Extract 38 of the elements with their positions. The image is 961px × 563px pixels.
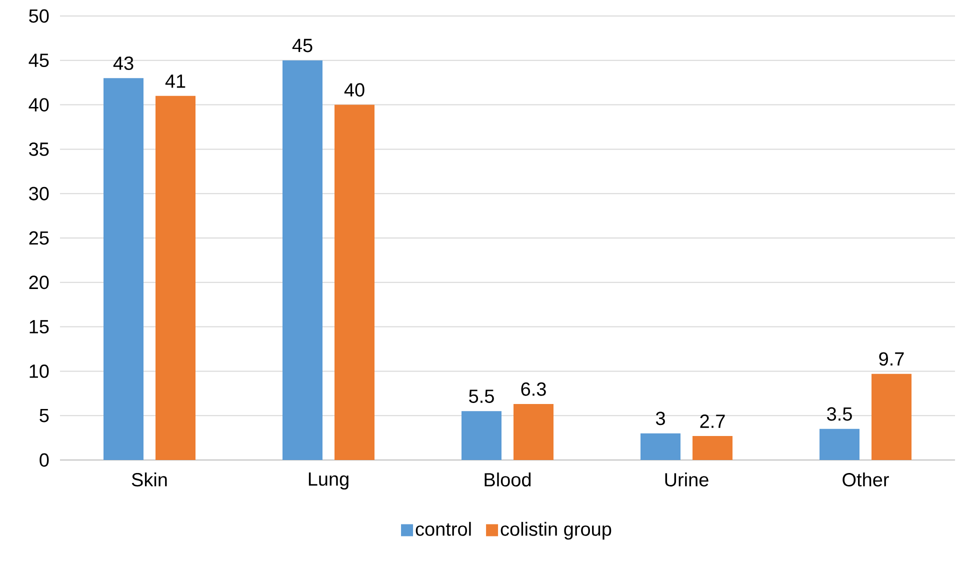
bar [156, 96, 196, 460]
data-label: 41 [165, 74, 186, 88]
data-label: 3 [656, 412, 665, 426]
bar [462, 411, 502, 460]
y-tick-label: 50 [29, 9, 49, 23]
x-tick-label: Urine [665, 472, 708, 486]
bar [820, 428, 860, 460]
x-tick-label: Blood [484, 472, 531, 486]
data-label: 9.7 [879, 352, 904, 366]
data-label: 3.5 [827, 407, 852, 421]
x-tick-label: Skin [132, 472, 167, 486]
y-tick-label: 25 [29, 231, 49, 245]
data-label: 43 [113, 56, 134, 70]
y-tick-label: 35 [29, 142, 49, 156]
data-label: 45 [292, 38, 312, 52]
y-tick-label: 30 [29, 186, 49, 200]
data-label: 2.7 [700, 414, 725, 428]
y-tick-label: 5 [40, 408, 49, 422]
bar [334, 104, 375, 460]
bar [514, 404, 554, 460]
x-tick-label: Lung [308, 472, 348, 490]
bar [640, 433, 681, 460]
data-label: 5.5 [469, 390, 494, 403]
bar [872, 374, 912, 460]
legend-label: colistin group [500, 522, 612, 540]
x-tick-label: Other [842, 472, 889, 486]
y-tick-label: 0 [40, 453, 49, 467]
y-tick-label: 40 [28, 98, 49, 112]
y-tick-label: 10 [30, 364, 49, 378]
y-tick-label: 45 [28, 54, 49, 68]
y-tick-label: 20 [29, 276, 49, 290]
legend-label: control [416, 522, 471, 536]
data-label: 6.3 [521, 382, 546, 396]
data-label: 40 [344, 83, 364, 97]
bar [692, 436, 733, 460]
bar [104, 78, 144, 460]
bar [282, 60, 323, 460]
y-tick-label: 15 [30, 320, 49, 334]
